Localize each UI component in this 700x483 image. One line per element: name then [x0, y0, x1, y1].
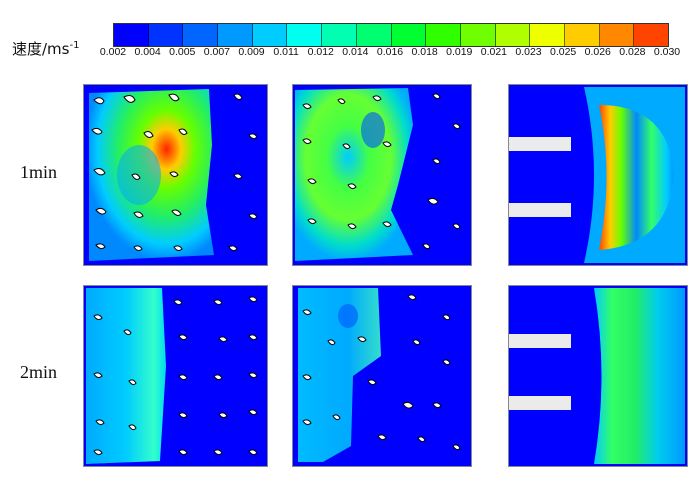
colorbar-ticks: 0.002 0.004 0.005 0.007 0.009 0.011 0.012 0.014…: [100, 46, 680, 62]
colorbar-tick-label: 0.011: [273, 46, 299, 58]
colorbar-segment: [322, 24, 357, 46]
colorbar-tick-label: 0.018: [411, 46, 438, 58]
colorbar-segment: [564, 24, 600, 46]
colorbar-segment: [599, 24, 635, 46]
colorbar-segment: [287, 24, 323, 46]
colorbar-segment: [356, 24, 392, 46]
panel-2min-middle: [292, 285, 472, 467]
colorbar-tick-label: 0.009: [238, 46, 265, 58]
colorbar-tick-label: 0.019: [446, 46, 473, 58]
colorbar-tick-label: 0.025: [549, 46, 577, 58]
colorbar-title: 速度/ms-1: [12, 40, 80, 58]
row-label-1min: 1min: [20, 162, 58, 182]
colorbar-segment: [218, 24, 253, 46]
colorbar-tick-label: 0.005: [169, 46, 196, 58]
colorbar-tick-label: 0.023: [515, 46, 542, 58]
colorbar-tick-label: 0.030: [653, 46, 681, 58]
colorbar-tick-label: 0.016: [376, 46, 404, 58]
colorbar-segment: [634, 24, 668, 46]
colorbar-tick-label: 0.021: [480, 46, 508, 58]
colorbar-tick-label: 0.014: [342, 46, 369, 58]
panel-1min-right: [508, 84, 688, 266]
colorbar-segment: [530, 24, 565, 46]
colorbar-tick-label: 0.012: [307, 46, 334, 58]
colorbar-tick-label: 0.007: [203, 46, 231, 58]
velocity-colorbar: 速度/ms-1 0.002 0.004 0.005 0.007 0.009 0.011 0.…: [0, 0, 700, 70]
panel-2min-left: [83, 285, 268, 467]
colorbar-segment: [148, 24, 184, 46]
panel-2min-right: [508, 285, 688, 467]
colorbar-segment: [252, 24, 288, 46]
colorbar-segment: [391, 24, 427, 46]
colorbar-tick-label: 0.002: [99, 46, 127, 58]
colorbar-segment: [426, 24, 461, 46]
colorbar-tick-label: 0.026: [584, 46, 611, 58]
colorbar-segment: [114, 24, 149, 46]
colorbar-segment: [495, 24, 531, 46]
colorbar-tick-label: 0.004: [134, 46, 161, 58]
panel-1min-left: [83, 84, 268, 266]
colorbar-segment: [183, 24, 219, 46]
colorbar-tick-label: 0.028: [619, 46, 646, 58]
colorbar-segment: [460, 24, 496, 46]
colorbar-gradient: [113, 23, 669, 47]
row-label-2min: 2min: [20, 362, 58, 382]
panel-1min-middle: [292, 84, 472, 266]
